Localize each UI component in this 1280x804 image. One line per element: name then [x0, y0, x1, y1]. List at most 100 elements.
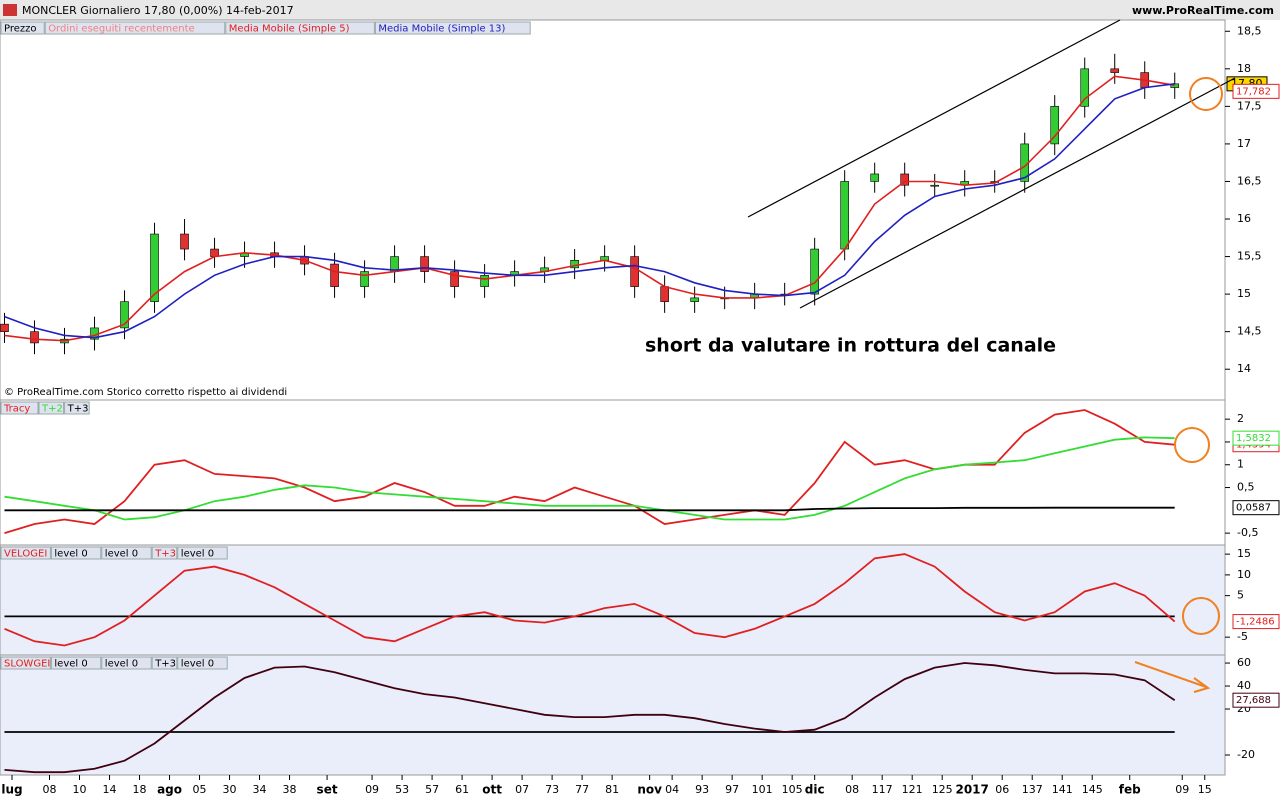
highlight-circle: [1189, 77, 1223, 111]
candle-body: [630, 256, 639, 287]
x-tick-label: 07: [515, 783, 529, 796]
legend-box: [101, 656, 152, 670]
series-line: [4, 553, 1176, 647]
x-tick-label: 09: [1175, 783, 1189, 796]
legend-box: [151, 546, 178, 560]
x-tick-label: 30: [223, 783, 237, 796]
annotation: short da valutare in rottura del canale: [645, 335, 1056, 357]
y-tick-label: 2: [1237, 412, 1244, 425]
legend-label: Tracy: [3, 404, 30, 415]
x-tick-label: dic: [805, 783, 825, 797]
legend-label: SLOWGEI: [4, 659, 50, 670]
y-tick-label: 40: [1237, 679, 1251, 692]
x-tick-label: 57: [425, 783, 439, 796]
x-tick-label: 08: [43, 783, 57, 796]
x-tick-label: 09: [365, 783, 379, 796]
panel-background: [0, 19, 1226, 401]
legend-label: T+3: [154, 659, 176, 670]
y-tick-label: 14,5: [1237, 325, 1262, 338]
legend-label: T+3: [67, 404, 89, 415]
value-badge: [1232, 500, 1280, 516]
y-tick-label: 5: [1237, 589, 1244, 602]
legend-box: [101, 546, 152, 560]
y-tick-label: 18,5: [1237, 24, 1262, 37]
legend-box: [64, 401, 90, 415]
legend-label: level 0: [105, 549, 138, 560]
value-badge-label: 0,0587: [1236, 503, 1271, 514]
legend-box: [374, 21, 531, 35]
candle-body: [150, 233, 159, 302]
legend-box: [0, 21, 45, 35]
y-tick-label: 17: [1237, 137, 1251, 150]
y-tick-label: 60: [1237, 656, 1251, 669]
candle-body: [930, 184, 939, 187]
x-tick-label: 97: [725, 783, 739, 796]
y-tick-label: 16,5: [1237, 174, 1262, 187]
candle-body: [1080, 68, 1090, 107]
legend-box: [151, 656, 178, 670]
legend-label: level 0: [105, 659, 138, 670]
panel-background: [0, 654, 1226, 776]
x-tick-label: 05: [193, 783, 207, 796]
x-tick-label: 145: [1082, 783, 1103, 796]
x-tick-label: 93: [695, 783, 709, 796]
highlight-circle: [1182, 597, 1220, 635]
candle-body: [0, 323, 9, 332]
x-tick-label: nov: [637, 783, 662, 797]
x-tick-label: 06: [995, 783, 1009, 796]
candle-body: [1170, 83, 1180, 88]
y-tick-label: 18: [1237, 62, 1251, 75]
y-tick-label: -0,5: [1237, 526, 1258, 539]
y-tick-label: 15: [1237, 547, 1251, 560]
legend-label: level 0: [54, 549, 87, 560]
legend-box: [225, 21, 375, 35]
x-tick-label: 08: [845, 783, 859, 796]
x-tick-label: 15: [1198, 783, 1212, 796]
candle-body: [360, 271, 369, 287]
plots: 1414,51515,51616,51717,51818,517,80short…: [0, 19, 1280, 797]
value-badge: [1232, 692, 1280, 708]
legend-box: [38, 401, 65, 415]
series-line: [4, 75, 1175, 342]
legend-box: [0, 656, 51, 670]
panel-background: [0, 399, 1226, 546]
arrow: [1134, 661, 1207, 688]
x-tick-label: 101: [752, 783, 773, 796]
legend-label: Ordini eseguiti recentemente: [48, 24, 195, 35]
candle-body: [900, 173, 909, 186]
x-tick-label: 14: [103, 783, 117, 796]
y-tick-label: 15: [1237, 287, 1251, 300]
x-tick-label: ago: [157, 783, 182, 797]
legend-label: Media Mobile (Simple 13): [378, 24, 505, 35]
value-badge: [1232, 83, 1280, 99]
legend-box: [50, 656, 102, 670]
value-badge-label: 17,782: [1236, 86, 1271, 97]
legend-box: [50, 546, 102, 560]
series-line: [4, 83, 1175, 339]
x-tick-label: 34: [253, 783, 267, 796]
x-tick-label: 141: [1052, 783, 1073, 796]
x-tick-label: 10: [73, 783, 87, 796]
x-tick-label: feb: [1119, 783, 1141, 797]
x-tick-label: 61: [455, 783, 469, 796]
candle-body: [450, 271, 459, 287]
logo: [3, 4, 17, 16]
candle-body: [180, 233, 189, 250]
x-tick-label: set: [317, 783, 338, 797]
x-tick-label: lug: [1, 783, 22, 797]
series-line: [4, 436, 1175, 521]
x-tick-label: 137: [1022, 783, 1043, 796]
value-badge-label: 1,5832: [1236, 433, 1271, 444]
x-tick-label: 105: [782, 783, 803, 796]
channel-lower: [799, 77, 1236, 309]
legend-label: Prezzo: [4, 24, 37, 35]
candle-body: [120, 301, 129, 329]
arrow-head: [1193, 677, 1211, 693]
x-tick-label: 2017: [955, 783, 988, 797]
x-tick-label: 04: [665, 783, 679, 796]
series-line: [4, 506, 1175, 512]
legend-box: [44, 21, 226, 35]
y-tick-label: 1: [1237, 458, 1244, 471]
